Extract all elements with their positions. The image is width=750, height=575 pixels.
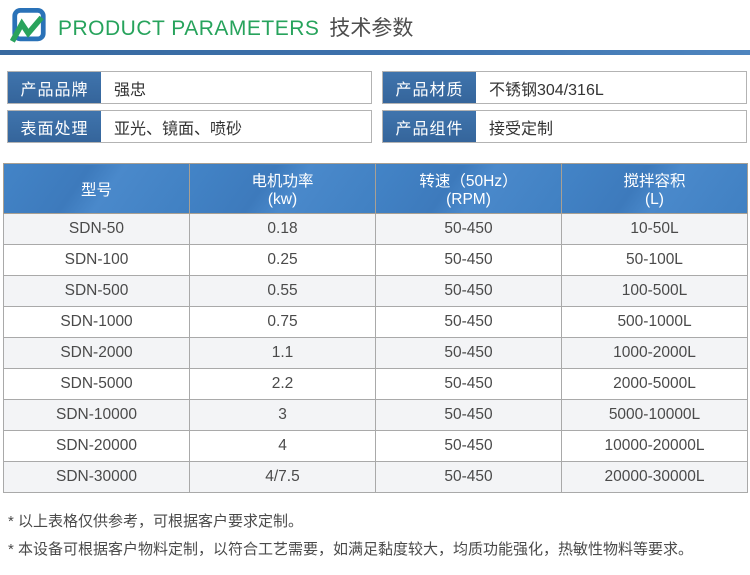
table-row: SDN-1000 0.75 50-450 500-1000L — [3, 306, 748, 338]
footnote: * 以上表格仅供参考，可根据客户要求定制。 — [8, 513, 304, 530]
table-cell: SDN-20000 — [3, 430, 190, 462]
parameters-table-header: 型号 电机功率 (kw) 转速（50Hz） (RPM) 搅拌容积 (L) — [3, 163, 748, 214]
footnotes: * 以上表格仅供参考，可根据客户要求定制。 * 本设备可根据客户物料定制，以符合… — [8, 508, 742, 564]
field-product-material: 产品材质 不锈钢304/316L — [382, 71, 747, 104]
col-header-speed: 转速（50Hz） (RPM) — [375, 163, 562, 214]
table-cell: 0.18 — [189, 213, 376, 245]
col-header-mixing-volume: 搅拌容积 (L) — [561, 163, 748, 214]
spec-fields: 产品品牌 强忠 产品材质 不锈钢304/316L 表面处理 亚光、镜面、喷砂 产… — [7, 71, 747, 143]
table-cell: 4 — [189, 430, 376, 462]
table-cell: SDN-30000 — [3, 461, 190, 493]
page-title: PRODUCT PARAMETERS 技术参数 — [58, 12, 413, 42]
table-row: SDN-50 0.18 50-450 10-50L — [3, 213, 748, 245]
table-cell: 50-450 — [375, 275, 562, 307]
field-value: 接受定制 — [489, 120, 554, 138]
table-cell: SDN-500 — [3, 275, 190, 307]
table-cell: 100-500L — [561, 275, 748, 307]
table-cell: 0.75 — [189, 306, 376, 338]
table-cell: 50-450 — [375, 213, 562, 245]
field-surface-treatment: 表面处理 亚光、镜面、喷砂 — [7, 110, 372, 143]
field-value: 强忠 — [114, 81, 147, 99]
header-divider — [0, 50, 750, 55]
table-cell: SDN-1000 — [3, 306, 190, 338]
field-label: 产品组件 — [383, 111, 476, 142]
table-cell: 50-450 — [375, 306, 562, 338]
field-value: 亚光、镜面、喷砂 — [114, 120, 243, 138]
table-cell: 500-1000L — [561, 306, 748, 338]
table-cell: 10000-20000L — [561, 430, 748, 462]
parameters-table: 型号 电机功率 (kw) 转速（50Hz） (RPM) 搅拌容积 (L) SDN-50… — [3, 163, 748, 493]
footnote: * 本设备可根据客户物料定制，以符合工艺需要，如满足黏度较大，均质功能强化，热敏… — [8, 541, 694, 558]
table-row: SDN-100 0.25 50-450 50-100L — [3, 244, 748, 276]
table-row: SDN-500 0.55 50-450 100-500L — [3, 275, 748, 307]
field-product-components: 产品组件 接受定制 — [382, 110, 747, 143]
page-title-en: PRODUCT PARAMETERS — [58, 17, 320, 40]
table-cell: 5000-10000L — [561, 399, 748, 431]
table-cell: 0.25 — [189, 244, 376, 276]
table-cell: 50-450 — [375, 244, 562, 276]
table-cell: SDN-5000 — [3, 368, 190, 400]
table-cell: 50-450 — [375, 368, 562, 400]
table-cell: SDN-2000 — [3, 337, 190, 369]
table-cell: 50-450 — [375, 430, 562, 462]
table-row: SDN-2000 1.1 50-450 1000-2000L — [3, 337, 748, 369]
table-cell: 10-50L — [561, 213, 748, 245]
section-header: PRODUCT PARAMETERS 技术参数 — [0, 0, 750, 50]
table-cell: 4/7.5 — [189, 461, 376, 493]
parameters-table-body: SDN-50 0.18 50-450 10-50L SDN-100 0.25 50-450 5… — [3, 213, 748, 493]
table-row: SDN-20000 4 50-450 10000-20000L — [3, 430, 748, 462]
table-cell: 50-100L — [561, 244, 748, 276]
table-cell: 50-450 — [375, 461, 562, 493]
table-cell: SDN-10000 — [3, 399, 190, 431]
table-cell: 0.55 — [189, 275, 376, 307]
table-cell: SDN-50 — [3, 213, 190, 245]
table-row: SDN-10000 3 50-450 5000-10000L — [3, 399, 748, 431]
field-value: 不锈钢304/316L — [489, 81, 604, 99]
field-label: 产品材质 — [383, 72, 476, 103]
table-cell: 1.1 — [189, 337, 376, 369]
table-cell: 1000-2000L — [561, 337, 748, 369]
table-cell: 2.2 — [189, 368, 376, 400]
table-cell: 50-450 — [375, 337, 562, 369]
table-row: SDN-30000 4/7.5 50-450 20000-30000L — [3, 461, 748, 493]
brand-logo-icon — [10, 8, 46, 43]
field-label: 产品品牌 — [8, 72, 101, 103]
table-cell: 20000-30000L — [561, 461, 748, 493]
field-label: 表面处理 — [8, 111, 101, 142]
col-header-model: 型号 — [3, 163, 190, 214]
table-cell: 50-450 — [375, 399, 562, 431]
col-header-motor-power: 电机功率 (kw) — [189, 163, 376, 214]
field-product-brand: 产品品牌 强忠 — [7, 71, 372, 104]
table-cell: SDN-100 — [3, 244, 190, 276]
table-cell: 2000-5000L — [561, 368, 748, 400]
page-title-zh: 技术参数 — [329, 17, 414, 40]
table-row: SDN-5000 2.2 50-450 2000-5000L — [3, 368, 748, 400]
table-cell: 3 — [189, 399, 376, 431]
